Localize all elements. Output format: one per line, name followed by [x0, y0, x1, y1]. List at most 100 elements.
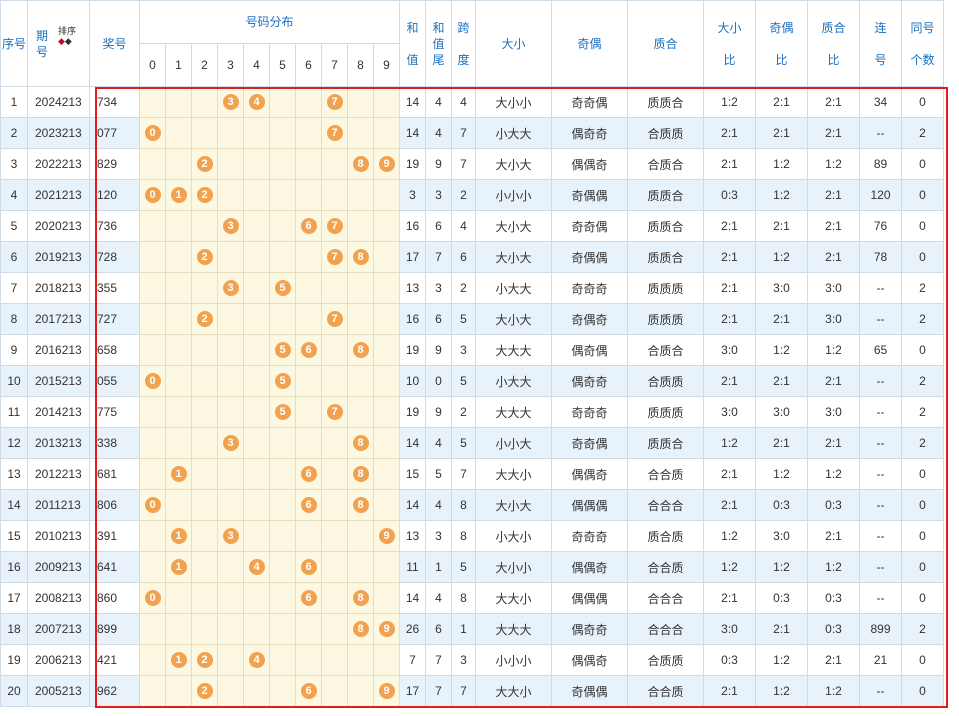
digit-ball: 7: [326, 218, 343, 234]
distribution-cell-3: [217, 551, 244, 583]
distribution-cell-4: [243, 458, 270, 490]
distribution-cell-5: [269, 489, 296, 521]
draw-cell: 658: [89, 334, 140, 366]
digit-ball: 2: [196, 311, 213, 327]
sum-cell: 10: [399, 365, 426, 397]
size-ratio-cell: 0:3: [703, 179, 756, 211]
distribution-cell-7: 7: [321, 210, 348, 242]
digit-ball: 0: [144, 187, 161, 203]
distribution-cell-8: [347, 117, 374, 149]
distribution-cell-0: [139, 210, 166, 242]
size-cell: 大小小: [475, 86, 552, 118]
distribution-cell-9: [373, 179, 400, 211]
distribution-cell-3: 3: [217, 210, 244, 242]
digit-ball: 4: [248, 652, 265, 668]
digit-header-1: 1: [165, 43, 192, 87]
distribution-cell-9: [373, 551, 400, 583]
consecutive-cell: --: [859, 458, 902, 490]
distribution-cell-2: [191, 210, 218, 242]
period-header-label-top: 期: [36, 28, 49, 43]
prime-ratio-cell: 2:1: [807, 241, 860, 273]
same-count-cell: 2: [901, 365, 944, 397]
prime-ratio-cell: 2:1: [807, 86, 860, 118]
distribution-cell-4: [243, 365, 270, 397]
prime-ratio-cell: 2:1: [807, 365, 860, 397]
distribution-cell-1: 1: [165, 520, 192, 552]
digit-header-0: 0: [139, 43, 166, 87]
parity-ratio-cell: 1:2: [755, 179, 808, 211]
distribution-cell-9: [373, 86, 400, 118]
parity-cell: 奇偶偶: [551, 179, 628, 211]
digit-header-4: 4: [243, 43, 270, 87]
consecutive-cell: --: [859, 520, 902, 552]
sum-cell: 19: [399, 334, 426, 366]
prime-ratio-cell: 2:1: [807, 644, 860, 676]
distribution-cell-5: [269, 241, 296, 273]
distribution-cell-7: 7: [321, 303, 348, 335]
distribution-cell-3: [217, 613, 244, 645]
distribution-cell-5: [269, 551, 296, 583]
distribution-cell-6: 6: [295, 489, 322, 521]
distribution-cell-1: [165, 427, 192, 459]
distribution-cell-9: [373, 489, 400, 521]
distribution-cell-8: [347, 396, 374, 428]
consecutive-cell: 89: [859, 148, 902, 180]
distribution-cell-4: [243, 241, 270, 273]
parity-ratio-cell: 3:0: [755, 396, 808, 428]
seq-header: 序号: [0, 0, 28, 87]
prime-ratio-cell: 1:2: [807, 334, 860, 366]
distribution-cell-8: 8: [347, 489, 374, 521]
prime-ratio-cell: 3:0: [807, 303, 860, 335]
sum-tail-cell: 9: [425, 396, 452, 428]
size-ratio-cell: 2:1: [703, 365, 756, 397]
distribution-cell-3: 3: [217, 86, 244, 118]
size-cell: 大大大: [475, 613, 552, 645]
period-cell: 2013213: [27, 427, 90, 459]
digit-ball: 8: [352, 497, 369, 513]
parity-ratio-cell: 0:3: [755, 489, 808, 521]
distribution-cell-7: [321, 458, 348, 490]
digit-header-6: 6: [295, 43, 322, 87]
size-cell: 小大大: [475, 117, 552, 149]
distribution-cell-6: 6: [295, 458, 322, 490]
same-count-cell: 0: [901, 582, 944, 614]
distribution-cell-8: 8: [347, 334, 374, 366]
seq-cell: 16: [0, 551, 28, 583]
distribution-cell-6: [295, 644, 322, 676]
sum-cell: 19: [399, 396, 426, 428]
distribution-cell-5: 5: [269, 272, 296, 304]
period-cell: 2014213: [27, 396, 90, 428]
span-cell: 8: [451, 489, 476, 521]
digit-ball: 6: [300, 218, 317, 234]
distribution-cell-8: 8: [347, 427, 374, 459]
size-ratio-cell: 2:1: [703, 210, 756, 242]
digit-ball: 5: [274, 373, 291, 389]
parity-cell: 偶偶偶: [551, 582, 628, 614]
sum-cell: 11: [399, 551, 426, 583]
distribution-cell-8: [347, 520, 374, 552]
parity-header: 奇偶: [551, 0, 628, 87]
digit-ball: 1: [170, 466, 187, 482]
sum-tail-cell: 5: [425, 458, 452, 490]
draw-cell: 736: [89, 210, 140, 242]
distribution-cell-6: [295, 148, 322, 180]
seq-cell: 6: [0, 241, 28, 273]
same-count-header: 同号 个数: [901, 0, 944, 87]
sort-toggle[interactable]: 排序 ◆◆: [58, 26, 76, 46]
period-header[interactable]: 期 号 排序 ◆◆: [27, 0, 90, 87]
seq-cell: 20: [0, 675, 28, 707]
span-cell: 7: [451, 148, 476, 180]
prime-cell: 合合质: [627, 551, 704, 583]
distribution-cell-7: [321, 613, 348, 645]
table-row: 12 2013213 338 3 8 14 4 5 小小大 奇奇偶 质质合 1:2 2:1 2:1 -- 2: [0, 427, 944, 459]
distribution-cell-0: [139, 520, 166, 552]
distribution-cell-4: [243, 427, 270, 459]
draw-cell: 120: [89, 179, 140, 211]
distribution-cell-4: [243, 210, 270, 242]
parity-ratio-cell: 1:2: [755, 148, 808, 180]
size-cell: 大小大: [475, 148, 552, 180]
parity-cell: 偶偶偶: [551, 489, 628, 521]
same-count-cell: 0: [901, 489, 944, 521]
sum-tail-cell: 4: [425, 427, 452, 459]
distribution-cell-2: [191, 489, 218, 521]
